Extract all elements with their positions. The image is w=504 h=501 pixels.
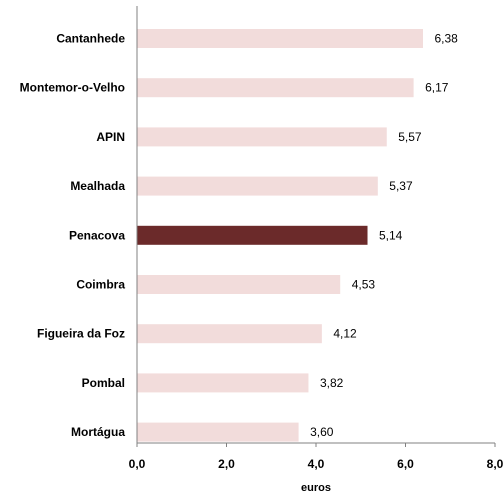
- category-label: Pombal: [82, 376, 125, 390]
- bar-cantanhede: [137, 29, 424, 48]
- category-label: Coimbra: [76, 278, 125, 292]
- value-label: 6,38: [435, 32, 459, 46]
- value-label: 4,12: [333, 327, 357, 341]
- value-label: 5,14: [379, 228, 403, 242]
- category-labels-group: Cantanhede Montemor-o-Velho APIN Mealhada Pe…: [20, 32, 126, 440]
- bar-mealhada: [137, 176, 378, 196]
- value-label: 5,57: [398, 130, 422, 144]
- category-label: Penacova: [69, 228, 125, 242]
- value-label: 6,17: [425, 81, 449, 95]
- category-label: Figueira da Foz: [37, 327, 125, 341]
- x-tick-label: 2,0: [218, 457, 235, 471]
- x-tick-label: 8,0: [487, 457, 504, 471]
- value-label: 3,82: [320, 376, 344, 390]
- bar-figueira-da-foz: [137, 324, 322, 344]
- category-label: APIN: [96, 130, 125, 144]
- x-tick-label: 6,0: [397, 457, 414, 471]
- bar-penacova: [137, 225, 368, 245]
- bar-pombal: [137, 373, 309, 393]
- x-tick-label: 0,0: [129, 457, 146, 471]
- x-ticks-group: 0,0 2,0 4,0 6,0 8,0: [129, 443, 504, 471]
- bars-group: [137, 29, 424, 442]
- bar-mort-gua: [137, 422, 299, 442]
- value-label: 4,53: [352, 278, 376, 292]
- value-labels-group: 6,38 6,17 5,57 5,37 5,14 4,53 4,12 3,82 3,60: [310, 32, 458, 440]
- bar-apin: [137, 127, 387, 147]
- category-label: Montemor-o-Velho: [20, 81, 125, 95]
- category-label: Mortágua: [71, 425, 125, 439]
- value-label: 3,60: [310, 425, 334, 439]
- category-label: Mealhada: [70, 179, 125, 193]
- x-axis-title: euros: [301, 482, 331, 494]
- bar-coimbra: [137, 275, 341, 294]
- bar-montemor-o-velho: [137, 78, 414, 98]
- value-label: 5,37: [389, 179, 413, 193]
- x-tick-label: 4,0: [308, 457, 325, 471]
- category-label: Cantanhede: [56, 32, 125, 46]
